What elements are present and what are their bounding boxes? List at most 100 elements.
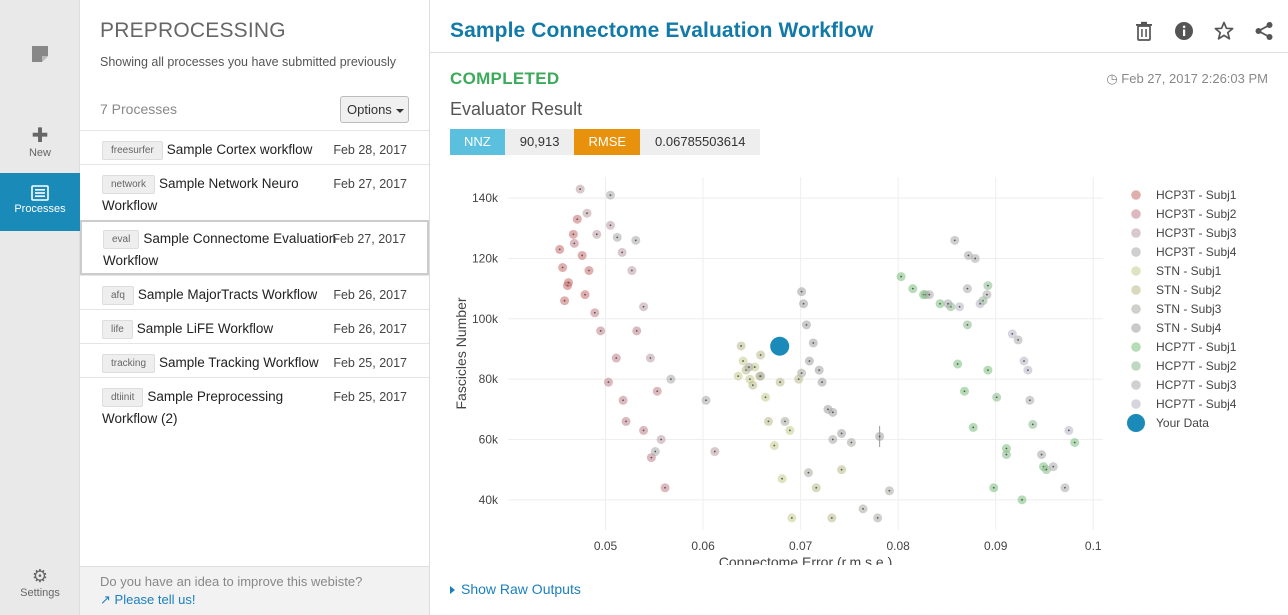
data-point-center [759, 354, 762, 356]
legend-label[interactable]: STN - Subj4 [1156, 321, 1222, 335]
x-tick-label: 0.06 [691, 539, 715, 553]
data-point-center [561, 266, 564, 269]
data-point-center [576, 218, 579, 221]
legend-marker[interactable] [1131, 380, 1141, 390]
processes-panel: PREPROCESSING Showing all processes you … [80, 0, 430, 615]
process-row-selected[interactable]: eval Sample Connectome Evaluation Workflo… [80, 220, 429, 275]
plus-icon: ✚ [31, 125, 49, 147]
data-point-center [630, 269, 633, 272]
nav-processes[interactable]: Processes [0, 173, 80, 231]
legend-label[interactable]: HCP7T - Subj3 [1156, 378, 1237, 392]
timestamp-text: Feb 27, 2017 2:26:03 PM [1121, 71, 1268, 86]
legend-label[interactable]: STN - Subj2 [1156, 283, 1222, 297]
legend-marker[interactable] [1131, 323, 1141, 333]
legend-marker[interactable] [1131, 228, 1141, 238]
legend-label[interactable]: HCP7T - Subj4 [1156, 397, 1237, 411]
processes-heading: PREPROCESSING [100, 19, 286, 42]
data-point-center [581, 254, 584, 257]
legend-label[interactable]: Your Data [1156, 416, 1209, 430]
x-tick-label: 0.08 [886, 539, 910, 553]
nav-settings[interactable]: ⚙ Settings [0, 557, 80, 615]
legend-marker[interactable] [1131, 190, 1141, 200]
data-point-center [635, 329, 638, 332]
data-point-center [928, 293, 931, 296]
legend-label[interactable]: HCP3T - Subj1 [1156, 188, 1237, 202]
process-name: Sample Tracking Workflow [159, 355, 319, 370]
data-point-center [622, 399, 624, 402]
data-point-center [751, 384, 754, 387]
data-point-center [664, 486, 666, 489]
info-icon[interactable] [1174, 21, 1194, 43]
process-row[interactable]: tracking Sample Tracking Workflow Feb 25,… [80, 343, 429, 377]
feedback-link[interactable]: ↗ Please tell us! [100, 592, 429, 608]
process-row[interactable]: network Sample Network Neuro Workflow Feb… [80, 164, 429, 220]
star-icon[interactable] [1214, 21, 1234, 43]
evaluator-result-title: Evaluator Result [450, 99, 583, 119]
show-raw-outputs-link[interactable]: Show Raw Outputs [450, 581, 581, 597]
legend-marker[interactable] [1131, 285, 1141, 295]
data-point-center [767, 420, 770, 423]
data-point-center [642, 429, 645, 432]
data-point-center [705, 399, 707, 402]
data-point-center [586, 212, 588, 215]
data-point-center [963, 390, 966, 393]
caret-right-icon [450, 586, 455, 595]
trash-icon[interactable] [1134, 21, 1154, 43]
data-point-center [805, 323, 808, 326]
process-row[interactable]: dtiinit Sample Preprocessing Workflow (2)… [80, 377, 429, 433]
note-logo-icon[interactable] [30, 44, 50, 64]
page-title: Sample Connectome Evaluation Workflow [450, 19, 874, 42]
process-tag: life [102, 319, 133, 339]
data-point-center [625, 420, 627, 423]
data-point-center [807, 471, 810, 474]
legend-marker[interactable] [1131, 266, 1141, 276]
legend-marker[interactable] [1131, 209, 1141, 219]
legend-label[interactable]: HCP3T - Subj2 [1156, 207, 1237, 221]
legend-marker[interactable] [1131, 399, 1141, 409]
process-row[interactable]: freesurfer Sample Cortex workflow Feb 28,… [80, 130, 429, 164]
data-point-center [740, 345, 743, 347]
legend-label[interactable]: STN - Subj3 [1156, 302, 1222, 316]
nav-processes-label: Processes [14, 203, 66, 215]
legend-marker[interactable] [1131, 342, 1141, 352]
legend-label[interactable]: HCP7T - Subj2 [1156, 359, 1237, 373]
rmse-value: 0.06785503614 [640, 129, 761, 155]
legend-label[interactable]: HCP7T - Subj1 [1156, 340, 1237, 354]
data-point-center [593, 311, 596, 314]
x-axis-title: Connectome Error (r.m.s.e.) [719, 554, 893, 565]
data-point-center [979, 302, 981, 305]
legend-label[interactable]: HCP3T - Subj4 [1156, 245, 1237, 259]
data-point-center [1040, 453, 1043, 456]
nav-new[interactable]: ✚ New [0, 117, 80, 175]
data-point-center [821, 381, 823, 384]
process-tag: afq [102, 285, 134, 305]
y-tick-label: 140k [472, 191, 499, 205]
process-row[interactable]: afq Sample MajorTracts Workflow Feb 26, 2… [80, 275, 429, 309]
options-button[interactable]: Options [340, 96, 409, 123]
process-row[interactable]: life Sample LiFE Workflow Feb 26, 2017 [80, 309, 429, 343]
legend-marker[interactable] [1127, 414, 1145, 432]
nav-settings-label: Settings [20, 587, 60, 599]
data-point-center [1031, 423, 1034, 426]
data-point-center [827, 408, 829, 411]
legend-label[interactable]: STN - Subj1 [1156, 264, 1222, 278]
legend-marker[interactable] [1131, 247, 1141, 257]
process-name: Sample Cortex workflow [166, 142, 313, 157]
your-data-point[interactable] [770, 336, 790, 356]
data-point-center [808, 360, 811, 362]
legend-label[interactable]: HCP3T - Subj3 [1156, 226, 1237, 240]
feedback-text: Do you have an idea to improve this webi… [100, 574, 363, 589]
data-point-center [797, 378, 800, 381]
data-point-center [607, 381, 610, 384]
data-point-center [831, 438, 834, 441]
y-axis-title: Fascicles Number [453, 297, 469, 409]
data-point-center [967, 254, 970, 257]
process-tag: tracking [102, 353, 156, 373]
data-point-center [654, 450, 657, 453]
legend-marker[interactable] [1131, 361, 1141, 371]
y-tick-label: 120k [472, 251, 499, 265]
share-icon[interactable] [1254, 21, 1274, 43]
status-label: COMPLETED [450, 69, 560, 88]
data-point-center [1005, 447, 1008, 450]
legend-marker[interactable] [1131, 304, 1141, 314]
